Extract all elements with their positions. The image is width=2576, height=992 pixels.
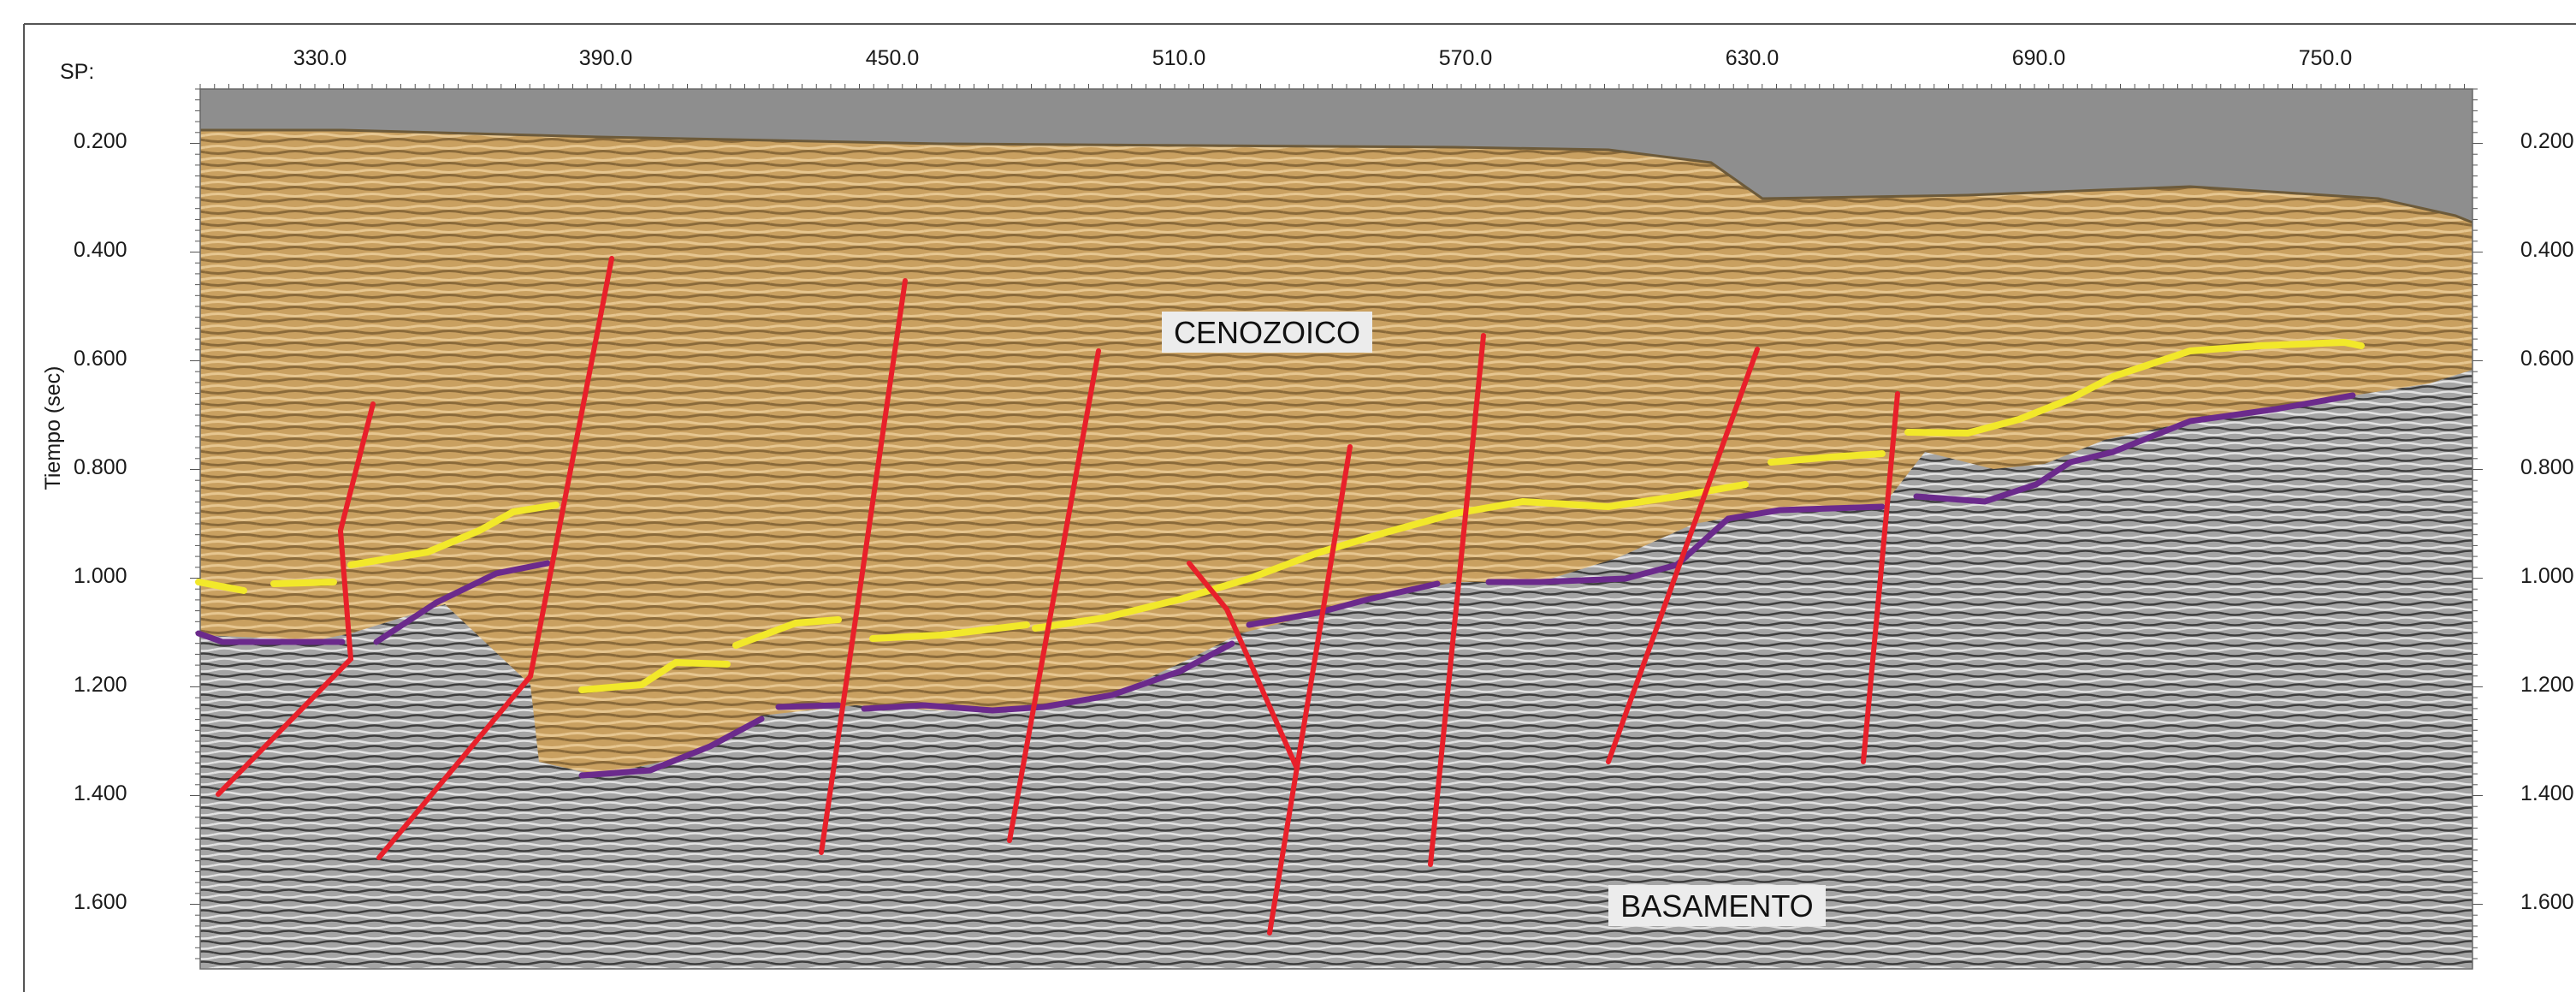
time-tick-left-0800: 0.800 [74, 455, 127, 479]
fault-line [1606, 347, 1760, 764]
fault-line [1428, 333, 1486, 867]
panel-border [199, 88, 2473, 970]
unit-label-cenozoico-bg [1162, 312, 1372, 353]
purple-horizon-seg [578, 716, 765, 779]
yellow-horizon-seg [1032, 481, 1749, 632]
purple-horizon-seg [1485, 503, 1886, 585]
sp-tick-330: 330.0 [293, 46, 347, 70]
yellow-horizon-seg [195, 579, 247, 594]
sediment-wedge [200, 130, 2472, 775]
yellow-horizon [195, 338, 2365, 693]
unit-label-basamento: BASAMENTO [1608, 885, 1826, 926]
yellow-horizon-seg [1768, 450, 1886, 466]
time-tick-left-1600: 1.600 [74, 890, 127, 914]
time-tick-labels-left: 0.200 0.400 0.600 0.800 1.000 1.200 1.40… [74, 129, 127, 914]
purple-horizon-seg [1246, 580, 1441, 628]
yellow-horizon-seg [270, 579, 337, 587]
time-tick-left-1200: 1.200 [74, 673, 127, 697]
axis-tick-marks [190, 84, 2483, 959]
time-tick-labels-right: 0.200 0.400 0.600 0.800 1.000 1.200 1.40… [2520, 129, 2574, 914]
sp-tick-450: 450.0 [866, 46, 920, 70]
time-tick-left-0400: 0.400 [74, 238, 127, 262]
sp-tick-630: 630.0 [1726, 46, 1780, 70]
purple-horizon-seg [195, 630, 346, 645]
purple-horizon-seg [861, 640, 1235, 714]
time-tick-right-0400: 0.400 [2520, 238, 2574, 262]
time-tick-right-1200: 1.200 [2520, 673, 2574, 697]
time-tick-right-0200: 0.200 [2520, 129, 2574, 153]
sp-tick-510: 510.0 [1152, 46, 1206, 70]
water-column [200, 89, 2472, 223]
yellow-horizon-seg [869, 621, 1030, 642]
y-axis-label: Tiempo (sec) [41, 366, 65, 490]
fault-line [819, 278, 908, 855]
time-tick-right-0800: 0.800 [2520, 455, 2574, 479]
fault-line [1007, 348, 1101, 843]
fault-line [1267, 444, 1353, 936]
sp-tick-labels: 330.0 390.0 450.0 510.0 570.0 630.0 690.… [293, 46, 2353, 70]
yellow-horizon-seg [347, 502, 560, 568]
sp-tick-390: 390.0 [579, 46, 633, 70]
unit-label-cenozoico: CENOZOICO [1162, 312, 1372, 353]
time-tick-left-0200: 0.200 [74, 129, 127, 153]
purple-horizon-seg [373, 560, 551, 645]
time-tick-left-0600: 0.600 [74, 347, 127, 371]
sp-tick-690: 690.0 [2012, 46, 2066, 70]
time-tick-right-1400: 1.400 [2520, 781, 2574, 805]
unit-label-basamento-bg [1608, 885, 1826, 926]
fault-line [1187, 561, 1300, 771]
time-tick-left-1000: 1.000 [74, 564, 127, 588]
yellow-horizon-seg [578, 658, 731, 693]
fault-line [1861, 391, 1900, 764]
unit-label-cenozoico-text: CENOZOICO [1174, 315, 1360, 350]
time-tick-left-1400: 1.400 [74, 781, 127, 805]
sp-tick-570: 570.0 [1439, 46, 1493, 70]
fault-line [216, 401, 376, 797]
time-tick-right-0600: 0.600 [2520, 347, 2574, 371]
faults [216, 256, 1900, 936]
purple-horizon [195, 392, 2356, 779]
seafloor-line [200, 128, 2472, 224]
time-tick-right-1000: 1.000 [2520, 564, 2574, 588]
purple-horizon-seg [1913, 392, 2356, 505]
time-tick-right-1600: 1.600 [2520, 890, 2574, 914]
yellow-horizon-seg [732, 616, 842, 649]
sp-tick-750: 750.0 [2299, 46, 2353, 70]
yellow-horizon-seg [1904, 338, 2365, 437]
fault-line [376, 256, 614, 860]
purple-horizon-seg [775, 702, 842, 710]
sp-label: SP: [60, 60, 94, 84]
unit-label-basamento-text: BASAMENTO [1620, 888, 1813, 924]
